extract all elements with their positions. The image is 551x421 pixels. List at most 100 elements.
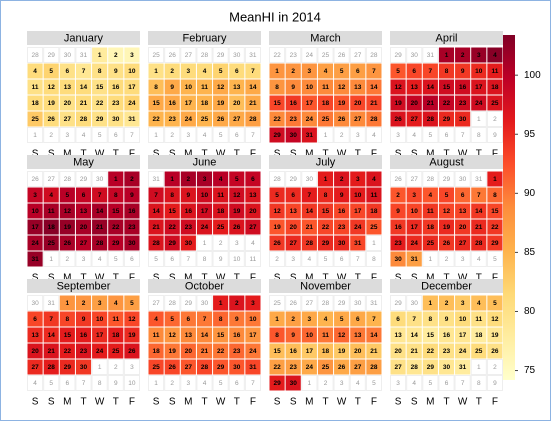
pad-cell <box>43 47 60 63</box>
pad-day-number: 7 <box>187 256 191 263</box>
day-number: 16 <box>233 332 241 339</box>
pad-cell <box>212 375 229 391</box>
pad-day-number: 25 <box>273 300 281 307</box>
month-name: June <box>193 156 217 168</box>
day-cell <box>164 203 180 219</box>
day-number: 30 <box>80 364 88 371</box>
day-cell <box>180 327 196 343</box>
day-cell <box>59 95 75 111</box>
day-cell <box>92 203 108 219</box>
pad-cell <box>59 375 76 391</box>
weekday-label: S <box>411 149 418 160</box>
day-cell <box>124 187 140 203</box>
weekday-label: W <box>95 397 105 408</box>
pad-cell <box>196 375 213 391</box>
month-name: February <box>182 32 227 44</box>
day-number: 15 <box>427 332 435 339</box>
pad-day-number: 2 <box>275 256 279 263</box>
day-number: 15 <box>273 100 281 107</box>
day-number: 15 <box>443 84 451 91</box>
day-cell <box>27 187 43 203</box>
weekday-label: M <box>426 397 434 408</box>
pad-cell <box>43 251 60 267</box>
day-cell <box>59 295 75 311</box>
day-number: 26 <box>338 364 346 371</box>
day-number: 17 <box>306 100 314 107</box>
weekday-label: T <box>80 273 86 284</box>
day-number: 25 <box>322 116 330 123</box>
day-number: 13 <box>354 84 362 91</box>
pad-cell <box>470 375 487 391</box>
weekday-label: S <box>395 397 402 408</box>
day-number: 5 <box>219 68 223 75</box>
day-cell <box>180 79 196 95</box>
pad-cell <box>390 127 407 143</box>
day-cell <box>455 95 471 111</box>
day-cell <box>124 47 140 63</box>
day-number: 28 <box>48 364 56 371</box>
day-number: 13 <box>290 208 298 215</box>
day-number: 20 <box>64 100 72 107</box>
day-cell <box>269 203 285 219</box>
pad-day-number: 3 <box>66 132 70 139</box>
day-cell <box>164 343 180 359</box>
day-cell <box>406 311 422 327</box>
day-number: 15 <box>491 208 499 215</box>
weekday-label: F <box>129 397 135 408</box>
pad-day-number: 30 <box>201 300 209 307</box>
day-cell <box>92 187 108 203</box>
pad-cell <box>301 47 318 63</box>
chart-title: MeanHI in 2014 <box>229 9 321 24</box>
day-number: 26 <box>128 348 136 355</box>
day-number: 31 <box>306 132 314 139</box>
day-number: 10 <box>96 316 104 323</box>
pad-day-number: 2 <box>219 240 223 247</box>
day-number: 24 <box>306 116 314 123</box>
day-cell <box>245 79 261 95</box>
day-number: 4 <box>324 316 328 323</box>
day-cell <box>334 311 350 327</box>
pad-day-number: 29 <box>338 300 346 307</box>
day-number: 7 <box>477 192 481 199</box>
day-number: 3 <box>251 300 255 307</box>
day-number: 11 <box>427 208 434 215</box>
day-cell <box>487 327 503 343</box>
day-number: 28 <box>201 364 209 371</box>
pad-day-number: 29 <box>48 52 56 59</box>
weekday-label: T <box>476 149 482 160</box>
day-cell <box>229 187 245 203</box>
day-cell <box>471 63 487 79</box>
month-header <box>148 155 261 169</box>
day-cell <box>245 171 261 187</box>
day-cell <box>269 111 285 127</box>
day-number: 8 <box>154 84 158 91</box>
day-number: 14 <box>201 332 209 339</box>
day-number: 18 <box>152 348 160 355</box>
pad-day-number: 29 <box>185 300 193 307</box>
day-number: 12 <box>273 208 281 215</box>
day-cell <box>406 187 422 203</box>
day-number: 7 <box>203 316 207 323</box>
day-cell <box>390 359 406 375</box>
day-number: 12 <box>169 332 177 339</box>
day-cell <box>59 111 75 127</box>
day-cell <box>164 327 180 343</box>
day-cell <box>27 235 43 251</box>
day-cell <box>438 95 455 111</box>
day-number: 28 <box>370 116 378 123</box>
day-cell <box>301 343 317 359</box>
weekday-label: S <box>48 397 55 408</box>
pad-day-number: 9 <box>493 380 497 387</box>
month-header <box>390 155 503 169</box>
day-number: 1 <box>324 176 328 183</box>
day-number: 30 <box>394 256 402 263</box>
day-number: 22 <box>152 116 160 123</box>
pad-day-number: 2 <box>49 132 53 139</box>
colorbar <box>503 35 515 380</box>
pad-day-number: 7 <box>461 380 465 387</box>
day-cell <box>108 295 124 311</box>
day-number: 12 <box>233 192 241 199</box>
weekday-label: T <box>234 149 240 160</box>
day-cell <box>75 359 92 375</box>
day-cell <box>471 219 487 235</box>
